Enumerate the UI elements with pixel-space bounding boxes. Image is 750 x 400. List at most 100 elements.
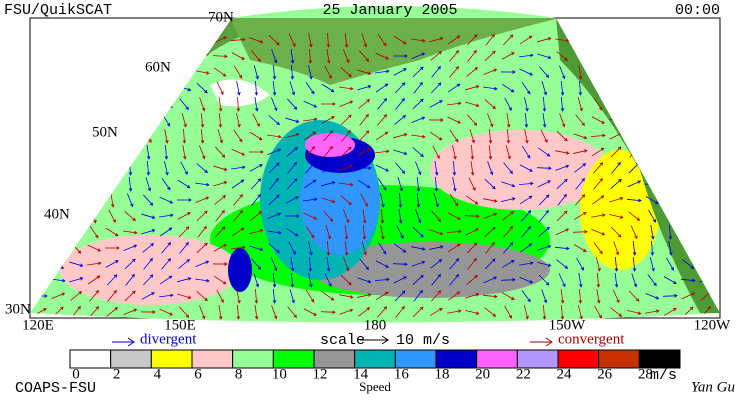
wind-arrow (177, 179, 191, 189)
wind-arrow (34, 147, 47, 157)
wind-arrow (591, 213, 606, 218)
wind-arrow (518, 181, 534, 186)
wind-arrow (340, 67, 352, 78)
wind-arrow (87, 53, 102, 58)
wind-arrow (356, 166, 372, 170)
wind-arrow (665, 114, 676, 126)
wind-arrow (288, 241, 296, 255)
wind-arrow (683, 113, 693, 126)
wind-arrow (32, 85, 48, 90)
wind-arrow (287, 306, 297, 319)
wind-arrow (487, 113, 494, 128)
wind-arrow (610, 226, 622, 238)
wind-arrow (484, 50, 496, 62)
wind-arrow (465, 309, 480, 315)
wind-arrow (308, 33, 313, 48)
wind-arrow (449, 273, 460, 286)
wind-arrow (339, 164, 354, 171)
wind-arrow (557, 193, 567, 206)
wind-arrow (540, 129, 548, 144)
speed-zone (60, 235, 240, 305)
wind-arrow (196, 34, 208, 45)
wind-arrow (200, 112, 205, 128)
lon-label: 120E (22, 317, 54, 333)
wind-arrow (595, 257, 601, 272)
wind-arrow (218, 305, 223, 320)
wind-arrow (213, 275, 227, 285)
wind-arrow (645, 196, 659, 204)
colorbar-tick: 16 (394, 366, 410, 382)
wind-arrow (466, 67, 479, 77)
wind-arrow (195, 260, 210, 267)
wind-arrow (411, 260, 426, 267)
colorbar-tick: 4 (154, 366, 162, 382)
wind-arrow (73, 225, 80, 240)
wind-arrow (700, 242, 712, 254)
wind-arrow (33, 99, 47, 108)
wind-arrow (686, 225, 691, 240)
wind-arrow (249, 245, 264, 252)
wind-arrow (700, 163, 713, 173)
wind-arrow (411, 38, 426, 43)
colorbar-tick: 2 (113, 366, 121, 382)
wind-arrow (434, 161, 439, 176)
lat-label: 70N (208, 9, 234, 25)
wind-arrow (614, 273, 619, 288)
wind-arrow (484, 178, 496, 190)
wind-arrow (142, 242, 155, 253)
wind-arrow (429, 131, 443, 141)
wind-arrow (449, 50, 460, 62)
wind-arrow (326, 240, 331, 256)
wind-arrow (645, 164, 659, 172)
wind-arrow (217, 129, 224, 144)
wind-arrow (159, 100, 173, 108)
colorbar-tick: 24 (557, 366, 573, 382)
wind-arrow (631, 65, 638, 80)
wind-arrow (124, 211, 136, 222)
scale-value: 10 m/s (396, 332, 450, 349)
wind-arrow (267, 230, 282, 235)
wind-arrow (200, 128, 205, 144)
wind-arrow (376, 83, 389, 93)
wind-arrow (107, 289, 117, 302)
colorbar-tick: 22 (516, 366, 531, 382)
wind-arrow (146, 145, 151, 160)
wind-arrow (593, 177, 604, 190)
wind-arrow (556, 178, 568, 190)
wind-arrow (51, 84, 66, 92)
wind-arrow (37, 209, 43, 224)
wind-arrow (267, 148, 282, 156)
lat-label: 60N (145, 59, 171, 75)
wind-arrow (143, 194, 154, 206)
wind-arrow (699, 132, 714, 140)
wind-arrow (195, 70, 210, 75)
wind-arrow (88, 67, 101, 77)
wind-arrow (377, 241, 387, 255)
colorbar-swatch (435, 349, 478, 369)
wind-arrow (448, 291, 461, 301)
wind-arrow (144, 129, 152, 144)
wind-arrow (69, 68, 84, 75)
wind-arrow (538, 147, 551, 157)
wind-arrow (645, 309, 660, 314)
wind-arrow (684, 33, 692, 48)
wind-arrow (106, 99, 119, 109)
wind-arrow (290, 257, 295, 272)
colorbar-tick: 6 (194, 366, 202, 382)
wind-arrow (682, 178, 694, 190)
wind-arrow (663, 308, 677, 316)
wind-arrow (449, 193, 459, 207)
wind-arrow (665, 129, 676, 142)
wind-arrow (555, 150, 570, 155)
wind-arrow (254, 288, 259, 304)
wind-arrow (578, 80, 583, 96)
wind-arrow (290, 272, 295, 288)
wind-arrow (92, 192, 97, 208)
wind-arrow (177, 212, 191, 220)
wind-arrow (54, 33, 62, 48)
wind-arrow (305, 289, 315, 303)
wind-arrow (89, 161, 99, 175)
wind-arrow (250, 211, 263, 221)
wind-arrow (649, 257, 655, 272)
wind-arrow (271, 49, 278, 64)
